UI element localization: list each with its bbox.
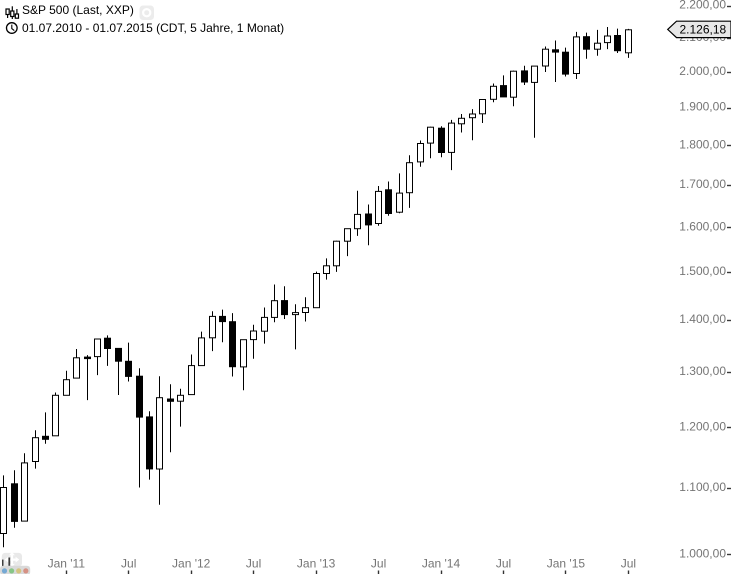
svg-text:1.900,00: 1.900,00 — [679, 100, 726, 114]
svg-text:1.400,00: 1.400,00 — [679, 312, 726, 326]
svg-text:2.126,18: 2.126,18 — [680, 23, 727, 37]
svg-text:Jul: Jul — [371, 557, 386, 571]
svg-text:Jan '15: Jan '15 — [547, 557, 586, 571]
svg-text:Jan '12: Jan '12 — [172, 557, 211, 571]
svg-text:01.07.2010 - 01.07.2015 (CDT,: 01.07.2010 - 01.07.2015 (CDT, 5 Jahre, 1… — [22, 21, 284, 35]
svg-text:1.200,00: 1.200,00 — [679, 420, 726, 434]
svg-text:1.700,00: 1.700,00 — [679, 177, 726, 191]
svg-text:1.100,00: 1.100,00 — [679, 480, 726, 494]
svg-text:2.200,00: 2.200,00 — [679, 0, 726, 12]
svg-text:1.600,00: 1.600,00 — [679, 219, 726, 233]
svg-text:Jul: Jul — [621, 557, 636, 571]
svg-text:Jul: Jul — [121, 557, 136, 571]
svg-text:Jul: Jul — [246, 557, 261, 571]
svg-text:Jan '14: Jan '14 — [422, 557, 461, 571]
svg-text:1.000,00: 1.000,00 — [679, 547, 726, 561]
svg-text:S&P 500 (Last, XXP): S&P 500 (Last, XXP) — [22, 3, 134, 17]
svg-text:Jan '13: Jan '13 — [297, 557, 336, 571]
svg-text:2.000,00: 2.000,00 — [679, 64, 726, 78]
svg-text:1.300,00: 1.300,00 — [679, 364, 726, 378]
svg-text:Jul: Jul — [496, 557, 511, 571]
svg-text:1.500,00: 1.500,00 — [679, 264, 726, 278]
svg-text:Jan '11: Jan '11 — [48, 557, 86, 571]
svg-text:1.800,00: 1.800,00 — [679, 137, 726, 151]
